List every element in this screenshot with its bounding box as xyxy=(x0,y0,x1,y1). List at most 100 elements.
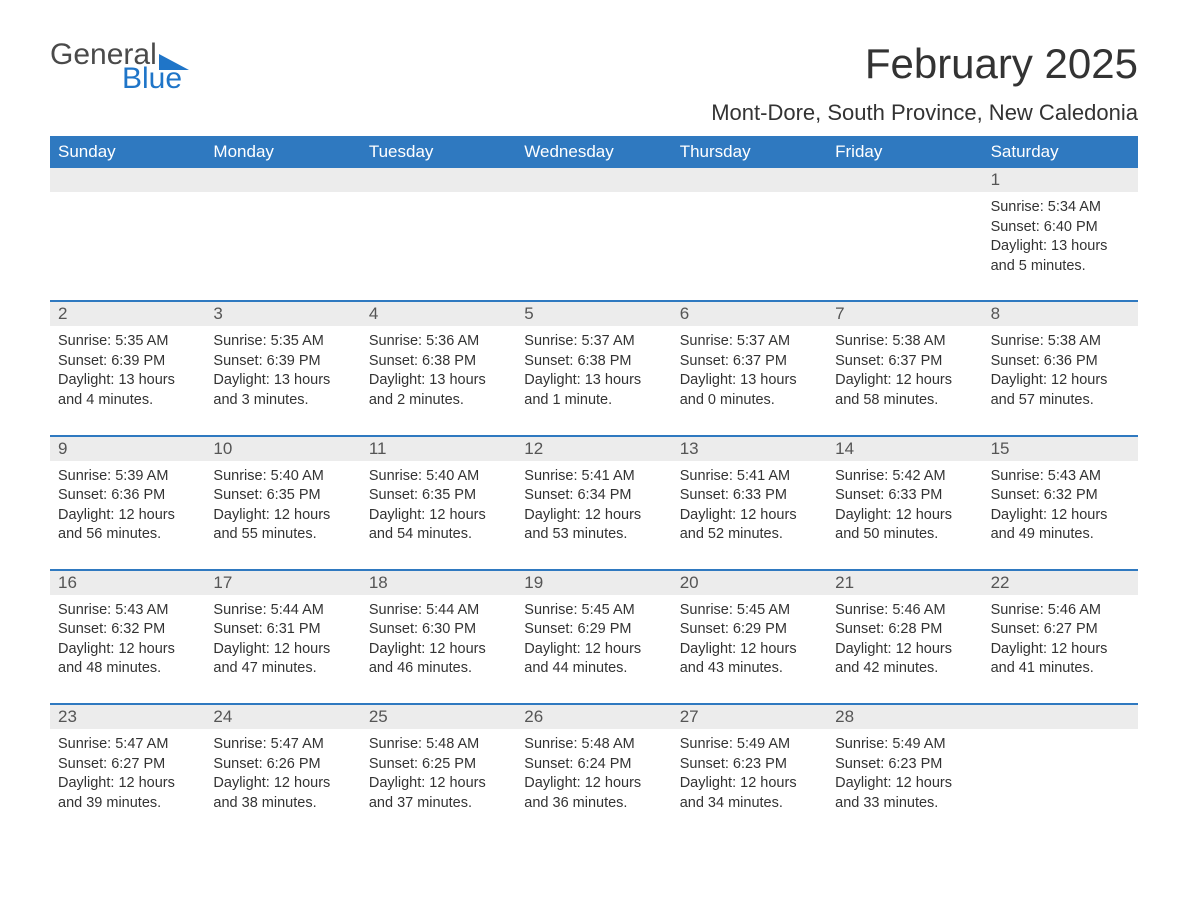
calendar-week: 9101112131415Sunrise: 5:39 AMSunset: 6:3… xyxy=(50,435,1138,555)
daylight1-text: Daylight: 12 hours xyxy=(524,640,663,660)
daylight2-text: and 4 minutes. xyxy=(58,391,197,411)
daylight2-text: and 33 minutes. xyxy=(835,794,974,814)
sunrise-text: Sunrise: 5:49 AM xyxy=(680,735,819,755)
sunset-text: Sunset: 6:30 PM xyxy=(369,620,508,640)
location-subtitle: Mont-Dore, South Province, New Caledonia xyxy=(711,100,1138,126)
day-cell xyxy=(205,192,360,286)
day-cell: Sunrise: 5:36 AMSunset: 6:38 PMDaylight:… xyxy=(361,326,516,420)
weekday-label: Monday xyxy=(205,136,360,168)
day-cell: Sunrise: 5:47 AMSunset: 6:26 PMDaylight:… xyxy=(205,729,360,823)
sunrise-text: Sunrise: 5:48 AM xyxy=(524,735,663,755)
daylight2-text: and 38 minutes. xyxy=(213,794,352,814)
day-cell: Sunrise: 5:48 AMSunset: 6:24 PMDaylight:… xyxy=(516,729,671,823)
day-number: 20 xyxy=(672,571,827,595)
daylight2-text: and 34 minutes. xyxy=(680,794,819,814)
weekday-label: Thursday xyxy=(672,136,827,168)
daylight2-text: and 1 minute. xyxy=(524,391,663,411)
day-number: 8 xyxy=(983,302,1138,326)
sunset-text: Sunset: 6:39 PM xyxy=(213,352,352,372)
sunset-text: Sunset: 6:31 PM xyxy=(213,620,352,640)
daylight1-text: Daylight: 12 hours xyxy=(369,506,508,526)
sunset-text: Sunset: 6:33 PM xyxy=(835,486,974,506)
daylight2-text: and 50 minutes. xyxy=(835,525,974,545)
day-cell: Sunrise: 5:46 AMSunset: 6:28 PMDaylight:… xyxy=(827,595,982,689)
day-number: 4 xyxy=(361,302,516,326)
daylight1-text: Daylight: 12 hours xyxy=(680,640,819,660)
day-number: 18 xyxy=(361,571,516,595)
logo-text-blue: Blue xyxy=(122,64,189,94)
day-number: 26 xyxy=(516,705,671,729)
weekday-label: Sunday xyxy=(50,136,205,168)
daylight2-text: and 0 minutes. xyxy=(680,391,819,411)
daylight2-text: and 57 minutes. xyxy=(991,391,1130,411)
day-number xyxy=(361,168,516,192)
day-number: 2 xyxy=(50,302,205,326)
day-number xyxy=(516,168,671,192)
day-cell: Sunrise: 5:43 AMSunset: 6:32 PMDaylight:… xyxy=(50,595,205,689)
daylight1-text: Daylight: 12 hours xyxy=(58,640,197,660)
sunrise-text: Sunrise: 5:38 AM xyxy=(835,332,974,352)
daylight2-text: and 53 minutes. xyxy=(524,525,663,545)
sunset-text: Sunset: 6:23 PM xyxy=(835,755,974,775)
day-number xyxy=(205,168,360,192)
daylight2-text: and 56 minutes. xyxy=(58,525,197,545)
daylight1-text: Daylight: 13 hours xyxy=(524,371,663,391)
daylight1-text: Daylight: 12 hours xyxy=(991,640,1130,660)
sunrise-text: Sunrise: 5:35 AM xyxy=(58,332,197,352)
sunset-text: Sunset: 6:36 PM xyxy=(58,486,197,506)
day-number: 14 xyxy=(827,437,982,461)
day-cell: Sunrise: 5:38 AMSunset: 6:37 PMDaylight:… xyxy=(827,326,982,420)
daylight2-text: and 58 minutes. xyxy=(835,391,974,411)
weekday-label: Wednesday xyxy=(516,136,671,168)
sunset-text: Sunset: 6:32 PM xyxy=(991,486,1130,506)
daylight2-text: and 36 minutes. xyxy=(524,794,663,814)
daynum-row: 16171819202122 xyxy=(50,571,1138,595)
daylight2-text: and 54 minutes. xyxy=(369,525,508,545)
day-cell xyxy=(50,192,205,286)
daylight1-text: Daylight: 13 hours xyxy=(991,237,1130,257)
sunrise-text: Sunrise: 5:42 AM xyxy=(835,467,974,487)
daylight2-text: and 3 minutes. xyxy=(213,391,352,411)
daylight1-text: Daylight: 12 hours xyxy=(213,640,352,660)
sunset-text: Sunset: 6:36 PM xyxy=(991,352,1130,372)
sunrise-text: Sunrise: 5:44 AM xyxy=(369,601,508,621)
sunset-text: Sunset: 6:28 PM xyxy=(835,620,974,640)
sunrise-text: Sunrise: 5:43 AM xyxy=(58,601,197,621)
daynum-row: 2345678 xyxy=(50,302,1138,326)
sunset-text: Sunset: 6:29 PM xyxy=(524,620,663,640)
calendar: Sunday Monday Tuesday Wednesday Thursday… xyxy=(50,136,1138,823)
day-number: 5 xyxy=(516,302,671,326)
sunset-text: Sunset: 6:39 PM xyxy=(58,352,197,372)
day-number: 1 xyxy=(983,168,1138,192)
day-cell: Sunrise: 5:43 AMSunset: 6:32 PMDaylight:… xyxy=(983,461,1138,555)
sunset-text: Sunset: 6:27 PM xyxy=(58,755,197,775)
sunset-text: Sunset: 6:40 PM xyxy=(991,218,1130,238)
day-cell: Sunrise: 5:44 AMSunset: 6:30 PMDaylight:… xyxy=(361,595,516,689)
daylight1-text: Daylight: 12 hours xyxy=(835,640,974,660)
daylight2-text: and 5 minutes. xyxy=(991,257,1130,277)
day-cell: Sunrise: 5:48 AMSunset: 6:25 PMDaylight:… xyxy=(361,729,516,823)
title-block: February 2025 Mont-Dore, South Province,… xyxy=(711,40,1138,126)
sunset-text: Sunset: 6:23 PM xyxy=(680,755,819,775)
daylight1-text: Daylight: 12 hours xyxy=(58,506,197,526)
day-cell: Sunrise: 5:34 AMSunset: 6:40 PMDaylight:… xyxy=(983,192,1138,286)
day-number: 9 xyxy=(50,437,205,461)
sunset-text: Sunset: 6:32 PM xyxy=(58,620,197,640)
sunset-text: Sunset: 6:37 PM xyxy=(835,352,974,372)
sunrise-text: Sunrise: 5:35 AM xyxy=(213,332,352,352)
weekday-header-row: Sunday Monday Tuesday Wednesday Thursday… xyxy=(50,136,1138,168)
day-number: 19 xyxy=(516,571,671,595)
sunrise-text: Sunrise: 5:48 AM xyxy=(369,735,508,755)
day-cell xyxy=(672,192,827,286)
daylight2-text: and 55 minutes. xyxy=(213,525,352,545)
daylight1-text: Daylight: 12 hours xyxy=(213,774,352,794)
day-number: 3 xyxy=(205,302,360,326)
day-cell: Sunrise: 5:40 AMSunset: 6:35 PMDaylight:… xyxy=(361,461,516,555)
daylight2-text: and 39 minutes. xyxy=(58,794,197,814)
day-cell: Sunrise: 5:44 AMSunset: 6:31 PMDaylight:… xyxy=(205,595,360,689)
sunset-text: Sunset: 6:38 PM xyxy=(524,352,663,372)
day-number: 6 xyxy=(672,302,827,326)
daylight1-text: Daylight: 12 hours xyxy=(680,774,819,794)
day-number xyxy=(827,168,982,192)
day-number: 21 xyxy=(827,571,982,595)
